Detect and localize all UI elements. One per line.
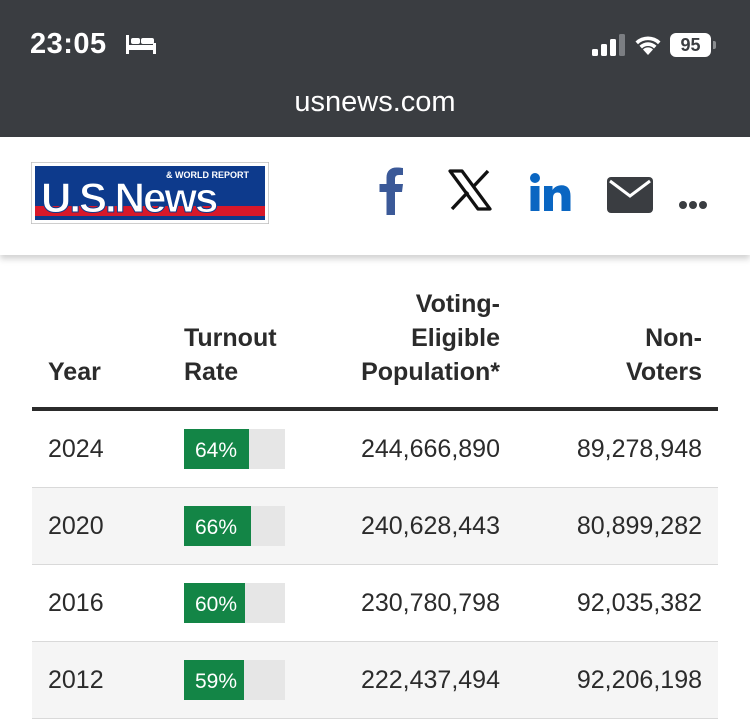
more-options-icon[interactable] bbox=[678, 180, 708, 230]
header-voting-eligible-population: Voting- Eligible Population* bbox=[300, 287, 500, 389]
table-row: 2020 66% 240,628,443 80,899,282 bbox=[32, 488, 718, 565]
cell-non-voters: 92,206,198 bbox=[576, 666, 702, 694]
cell-non-voters: 92,035,382 bbox=[576, 589, 702, 617]
logo-tagline: & WORLD REPORT bbox=[166, 170, 249, 180]
battery-indicator: 95 bbox=[670, 33, 716, 57]
header-turnout-line2: Rate bbox=[184, 358, 239, 386]
turnout-table: Year Turnout Rate Voting- Eligible Popul… bbox=[32, 255, 718, 719]
header-non-line1: Non- bbox=[645, 324, 702, 352]
turnout-percent: 66% bbox=[194, 516, 238, 539]
browser-top-bar: 23:05 95 usnews.com bbox=[0, 0, 750, 137]
cell-year: 2012 bbox=[48, 666, 104, 694]
header-year-label: Year bbox=[48, 358, 101, 386]
header-non-line2: Voters bbox=[626, 358, 702, 386]
cellular-signal-icon bbox=[592, 34, 625, 56]
wifi-icon bbox=[635, 36, 661, 55]
cell-year: 2016 bbox=[48, 589, 104, 617]
x-icon[interactable] bbox=[448, 165, 492, 215]
turnout-percent: 59% bbox=[194, 670, 238, 693]
turnout-bar-fill bbox=[184, 583, 245, 623]
cell-voting-eligible-population: 222,437,494 bbox=[360, 666, 500, 694]
cell-voting-eligible-population: 230,780,798 bbox=[360, 589, 500, 617]
cell-voting-eligible-population: 240,628,443 bbox=[360, 512, 500, 540]
header-non-voters: Non- Voters bbox=[572, 321, 702, 389]
header-year: Year bbox=[48, 355, 101, 389]
mail-icon[interactable] bbox=[606, 170, 654, 220]
status-time: 23:05 bbox=[30, 28, 107, 60]
turnout-bar: 59% bbox=[184, 660, 285, 700]
table-row: 2012 59% 222,437,494 92,206,198 bbox=[32, 642, 718, 719]
header-vep-line1: Voting- bbox=[415, 290, 500, 318]
cell-non-voters: 89,278,948 bbox=[576, 435, 702, 463]
usnews-logo[interactable]: & WORLD REPORT U.S.News bbox=[31, 162, 269, 224]
turnout-bar: 64% bbox=[184, 429, 285, 469]
turnout-bar-fill bbox=[184, 506, 251, 546]
site-header: & WORLD REPORT U.S.News bbox=[0, 137, 750, 255]
facebook-icon[interactable] bbox=[376, 165, 406, 215]
turnout-percent: 60% bbox=[194, 593, 238, 616]
linkedin-icon[interactable] bbox=[529, 165, 571, 215]
header-vep-line2: Eligible bbox=[411, 324, 500, 352]
logo-wordmark: U.S.News bbox=[41, 174, 217, 221]
header-turnout-rate: Turnout Rate bbox=[184, 321, 314, 389]
address-bar-url[interactable]: usnews.com bbox=[294, 86, 456, 118]
table-header: Year Turnout Rate Voting- Eligible Popul… bbox=[32, 255, 718, 411]
turnout-bar-fill bbox=[184, 429, 249, 469]
cell-year: 2020 bbox=[48, 512, 104, 540]
cell-year: 2024 bbox=[48, 435, 104, 463]
turnout-bar: 66% bbox=[184, 506, 285, 546]
header-vep-line3: Population* bbox=[361, 358, 500, 386]
battery-nub bbox=[713, 41, 716, 49]
table-row: 2024 64% 244,666,890 89,278,948 bbox=[32, 411, 718, 488]
sleep-mode-icon bbox=[126, 35, 156, 54]
cell-non-voters: 80,899,282 bbox=[576, 512, 702, 540]
cell-voting-eligible-population: 244,666,890 bbox=[360, 435, 500, 463]
header-turnout-line1: Turnout bbox=[184, 324, 277, 352]
turnout-bar: 60% bbox=[184, 583, 285, 623]
turnout-bar-fill bbox=[184, 660, 244, 700]
battery-level: 95 bbox=[670, 33, 711, 57]
table-row: 2016 60% 230,780,798 92,035,382 bbox=[32, 565, 718, 642]
turnout-percent: 64% bbox=[194, 439, 238, 462]
